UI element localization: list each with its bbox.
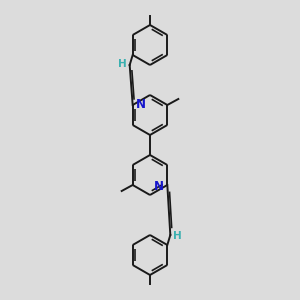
Text: N: N: [136, 98, 146, 110]
Text: N: N: [154, 179, 164, 193]
Text: H: H: [173, 231, 182, 241]
Text: H: H: [118, 59, 127, 69]
